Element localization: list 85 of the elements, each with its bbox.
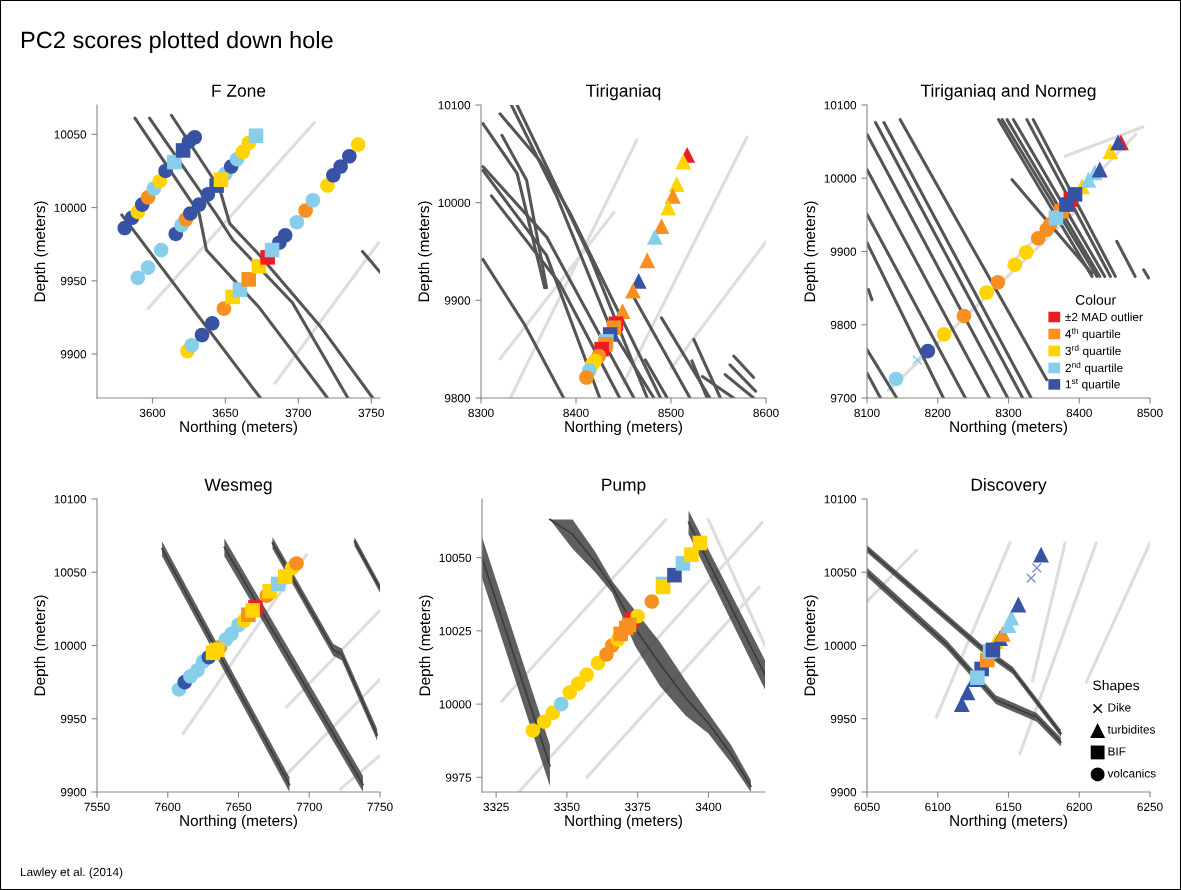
y-tick-label: 10050	[824, 568, 857, 577]
x-tick-label: 8200	[925, 408, 951, 418]
x-axis-title: Northing (meters)	[565, 420, 682, 436]
y-axis-title: Depth (meters)	[33, 595, 49, 696]
x-axis-title: Northing (meters)	[180, 814, 297, 830]
x-tick-label: 6100	[925, 802, 951, 812]
x-tick-label: 3400	[695, 802, 722, 812]
y-tick-label: 9900	[830, 788, 857, 797]
x-tick-label: 6250	[1137, 802, 1163, 812]
x-tick-label: 3650	[212, 408, 239, 418]
chart-title: Discovery	[971, 478, 1047, 495]
y-tick-label: 10100	[824, 495, 857, 504]
y-tick-label: 10000	[439, 700, 472, 709]
x-tick-label: 6050	[854, 802, 880, 812]
x-tick-label: 8300	[995, 408, 1022, 418]
x-axis-title: Northing (meters)	[180, 420, 297, 436]
y-tick-label: 9900	[830, 247, 857, 256]
y-axis-title: Depth (meters)	[803, 201, 819, 302]
x-axis-title: Northing (meters)	[950, 814, 1067, 830]
y-tick-label: 9975	[445, 773, 472, 782]
annotation: BIF	[1108, 747, 1126, 756]
y-tick-label: 9800	[444, 394, 471, 403]
y-tick-label: 10100	[824, 101, 857, 110]
y-axis-title: Depth (meters)	[33, 201, 49, 302]
x-tick-label: 3600	[139, 408, 166, 418]
chart-title: Tiriganiaq and Normeg	[920, 84, 1096, 101]
y-tick-label: 10050	[439, 553, 472, 562]
x-tick-label: 8300	[468, 408, 494, 418]
x-tick-label: 3350	[554, 802, 580, 812]
x-axis-title: Northing (meters)	[950, 420, 1067, 436]
x-tick-label: 8100	[854, 408, 880, 418]
y-tick-label: 9900	[444, 296, 471, 305]
x-tick-label: 7550	[84, 802, 110, 812]
x-tick-label: 7750	[367, 802, 393, 812]
annotation: Shapes	[1093, 680, 1140, 693]
y-axis-title: Depth (meters)	[418, 595, 434, 696]
x-tick-label: 3750	[358, 408, 384, 418]
legend-label: 3$^{rd}$ quartile	[1065, 344, 1121, 358]
x-tick-label: 8500	[1137, 408, 1163, 418]
y-tick-label: 10000	[824, 641, 857, 650]
x-tick-label: 3375	[624, 802, 651, 812]
text: Lawley et al. (2014)	[20, 867, 123, 879]
x-tick-label: 6150	[995, 802, 1022, 812]
y-tick-label: 10000	[438, 198, 471, 208]
y-tick-label: 9950	[60, 714, 87, 724]
x-tick-label: 7650	[225, 802, 252, 812]
y-tick-label: 10000	[54, 203, 87, 212]
legend-label: 1$^{st}$ quartile	[1065, 378, 1120, 391]
x-tick-label: 8600	[753, 408, 779, 418]
y-tick-label: 9800	[830, 320, 857, 330]
y-tick-label: 9950	[830, 714, 857, 724]
legend-label: 2$^{nd}$ quartile	[1065, 361, 1123, 375]
x-axis-title: Northing (meters)	[565, 814, 682, 830]
chart-title: Tiriganiaq	[586, 84, 661, 101]
annotation: turbidites	[1107, 724, 1156, 734]
text: PC2 scores plotted down hole	[21, 31, 333, 54]
annotation: volcanics	[1107, 768, 1156, 778]
legend-title: Colour	[1075, 294, 1116, 305]
y-tick-label: 10100	[54, 495, 87, 504]
y-tick-label: 10050	[54, 568, 87, 577]
x-tick-label: 7600	[155, 802, 181, 812]
chart-title: Wesmeg	[204, 478, 272, 495]
y-tick-label: 10050	[54, 130, 87, 139]
y-tick-label: 9900	[60, 350, 87, 359]
chart-title: Pump	[602, 478, 646, 495]
y-tick-label: 10000	[54, 641, 87, 650]
x-tick-label: 8400	[1066, 408, 1092, 418]
annotation: Dike	[1108, 702, 1131, 712]
y-tick-label: 9900	[60, 788, 87, 797]
legend-label: 4$^{th}$ quartile	[1065, 327, 1121, 341]
y-tick-label: 10100	[438, 101, 471, 110]
y-tick-label: 10025	[439, 626, 472, 636]
y-tick-label: 9700	[830, 394, 857, 403]
legend-label: ±2 MAD outlier	[1065, 312, 1143, 322]
y-tick-label: 9950	[60, 276, 87, 286]
x-tick-label: 3700	[285, 408, 311, 418]
x-tick-label: 8500	[658, 408, 684, 418]
y-tick-label: 10000	[824, 174, 857, 183]
y-axis-title: Depth (meters)	[803, 595, 819, 696]
x-tick-label: 8400	[563, 408, 589, 418]
x-tick-label: 3325	[483, 802, 509, 812]
x-tick-label: 6200	[1066, 802, 1092, 812]
y-axis-title: Depth (meters)	[417, 201, 433, 302]
x-tick-label: 7700	[296, 802, 322, 812]
chart-title: F Zone	[212, 84, 266, 97]
